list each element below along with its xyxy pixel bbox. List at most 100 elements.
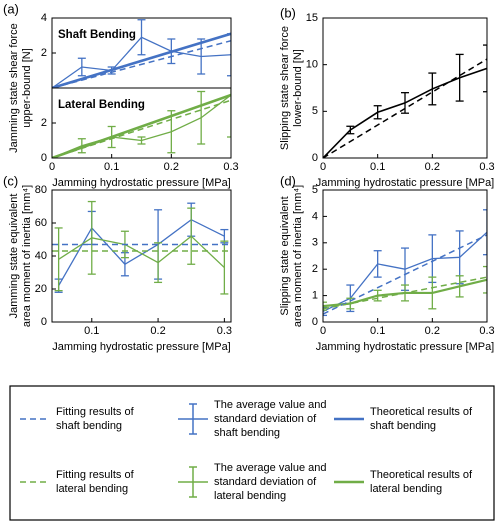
y-tick-label: 2 xyxy=(41,47,47,59)
y-tick-label: 5 xyxy=(312,184,318,196)
error-bar xyxy=(483,209,487,256)
error-bar xyxy=(455,53,464,102)
legend-label: standard deviation of xyxy=(214,476,317,488)
x-tick-label: 0.1 xyxy=(84,325,99,337)
y-axis-label: Slipping state shear force xyxy=(279,26,291,150)
error-bar xyxy=(323,306,327,317)
error-bar xyxy=(401,92,409,114)
legend-label: Theoretical results of xyxy=(370,469,473,481)
panel-label: (a) xyxy=(3,1,19,16)
legend-label: The average value and xyxy=(214,399,327,411)
legend-box xyxy=(9,385,495,521)
y-tick-label: 0 xyxy=(312,152,318,164)
legend-label: shaft bending xyxy=(214,427,280,439)
series-line xyxy=(58,235,225,269)
y-axis-label: area moment of inertia [mm⁴] xyxy=(21,185,33,327)
y-tick-label: 60 xyxy=(35,217,47,229)
legend-label: lateral bending xyxy=(56,483,128,495)
y-axis-label: Jamming state equivalent xyxy=(8,194,20,319)
series-line xyxy=(323,58,487,158)
plot-area xyxy=(323,209,487,317)
legend-label: shaft bending xyxy=(370,420,436,432)
error-bar xyxy=(346,297,355,310)
error-bar xyxy=(455,275,464,298)
y-tick-label: 2 xyxy=(41,117,47,129)
axes-frame xyxy=(51,189,232,323)
annotation: Lateral Bending xyxy=(58,99,145,111)
error-bar xyxy=(87,200,96,275)
y-axis-label: lower-bound [N] xyxy=(292,49,304,127)
legend-label: Fitting results of xyxy=(56,469,135,481)
y-tick-label: 40 xyxy=(35,250,47,262)
x-axis-label: Jamming hydrostatic pressure [MPa] xyxy=(52,341,231,353)
x-tick-label: 0.2 xyxy=(164,161,179,173)
y-axis-label: upper-bound [N] xyxy=(21,48,33,128)
series-line xyxy=(52,32,231,88)
y-tick-label: 0 xyxy=(312,316,318,328)
error-bar xyxy=(428,276,437,310)
error-bar xyxy=(373,105,382,120)
y-tick-label: 4 xyxy=(41,12,47,24)
error-bar xyxy=(197,90,206,145)
error-bar xyxy=(483,265,487,294)
error-bar xyxy=(483,44,487,93)
error-bar xyxy=(227,88,231,138)
error-bar xyxy=(137,19,146,56)
legend-symbol xyxy=(178,466,208,498)
x-tick-label: 0.1 xyxy=(370,325,385,337)
error-bar xyxy=(54,227,63,292)
y-tick-label: 3 xyxy=(312,237,318,249)
y-tick-label: 2 xyxy=(312,263,318,275)
x-tick-label: 0 xyxy=(320,161,326,173)
x-tick-label: 0.2 xyxy=(425,161,440,173)
y-tick-label: 0 xyxy=(41,316,47,328)
panel-label: (c) xyxy=(3,173,18,188)
x-tick-label: 0.3 xyxy=(223,161,238,173)
error-bar xyxy=(187,207,196,265)
axes-frame xyxy=(322,189,488,323)
y-axis-label: Jamming state shear force xyxy=(8,23,20,153)
y-axis-label: Slipping state equivalent xyxy=(279,196,291,315)
legend-label: Fitting results of xyxy=(56,406,135,418)
y-tick-label: 20 xyxy=(35,283,47,295)
x-tick-label: 0 xyxy=(320,325,326,337)
x-tick-label: 0.1 xyxy=(370,161,385,173)
plot-area xyxy=(52,88,231,158)
x-axis-label: Jamming hydrostatic pressure [MPa] xyxy=(316,341,495,353)
error-bar xyxy=(77,138,86,154)
x-axis-label: Jamming hydrostatic pressure [MPa] xyxy=(316,177,495,189)
y-tick-label: 1 xyxy=(312,290,318,302)
legend-label: Theoretical results of xyxy=(370,406,473,418)
error-bar xyxy=(167,110,176,154)
legend-label: standard deviation of xyxy=(214,413,317,425)
series-line xyxy=(323,276,487,310)
error-bar xyxy=(197,38,206,75)
error-bar xyxy=(77,57,86,77)
x-tick-label: 0.1 xyxy=(104,161,119,173)
error-bar xyxy=(154,242,163,284)
y-axis-label: area moment of inertia [mm⁴] xyxy=(292,185,304,327)
error-bar xyxy=(323,301,327,311)
x-tick-label: 0.3 xyxy=(217,325,232,337)
y-tick-label: 10 xyxy=(306,59,318,71)
legend-label: lateral bending xyxy=(214,490,286,502)
series-line xyxy=(52,93,231,158)
panel-label: (d) xyxy=(280,173,296,188)
x-tick-label: 0.2 xyxy=(150,325,165,337)
y-tick-label: 0 xyxy=(41,152,47,164)
x-axis-label: Jamming hydrostatic pressure [MPa] xyxy=(52,177,231,189)
panel-label: (b) xyxy=(280,5,296,20)
error-bar xyxy=(428,72,437,106)
y-tick-label: 4 xyxy=(312,210,318,222)
legend-label: The average value and xyxy=(214,462,327,474)
legend-symbol xyxy=(178,403,208,435)
plot-area xyxy=(323,44,487,158)
error-bar xyxy=(137,136,146,145)
error-bar xyxy=(373,250,382,278)
y-tick-label: 15 xyxy=(306,12,318,24)
plot-area xyxy=(52,19,231,88)
x-tick-label: 0.3 xyxy=(479,325,494,337)
y-tick-label: 80 xyxy=(35,184,47,196)
x-tick-label: 0.2 xyxy=(425,325,440,337)
series-line xyxy=(323,234,487,315)
